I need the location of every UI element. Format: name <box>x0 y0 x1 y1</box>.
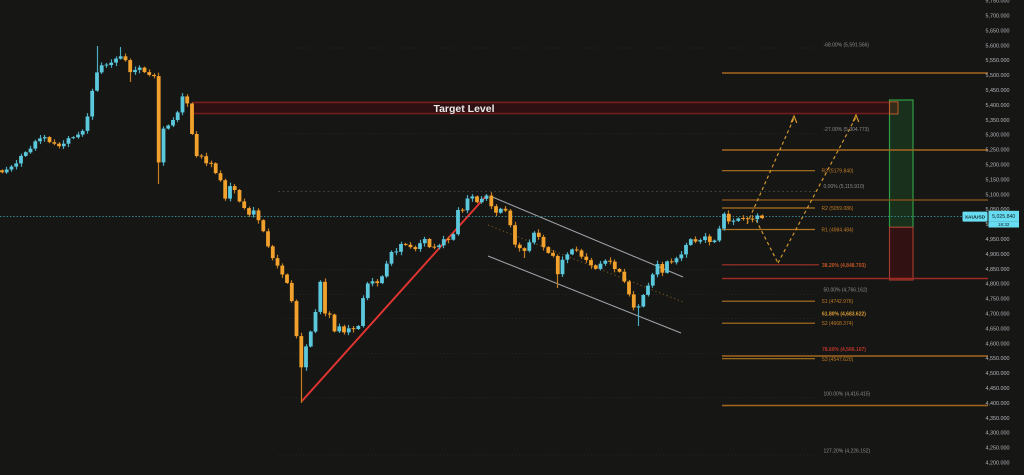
svg-text:4,450.000: 4,450.000 <box>986 386 1010 392</box>
svg-text:5,400.000: 5,400.000 <box>986 103 1010 109</box>
svg-text:XAUUSD: XAUUSD <box>965 214 986 220</box>
svg-text:5,100.000: 5,100.000 <box>986 192 1010 198</box>
svg-text:4,950.000: 4,950.000 <box>986 237 1010 243</box>
svg-text:5,025.840: 5,025.840 <box>992 214 1015 220</box>
svg-text:S3 (4547.620): S3 (4547.620) <box>822 357 854 363</box>
svg-text:5,500.000: 5,500.000 <box>986 73 1010 79</box>
svg-text:4,650.000: 4,650.000 <box>986 326 1010 332</box>
svg-text:S1 (4742.976): S1 (4742.976) <box>822 299 854 305</box>
svg-text:5,450.000: 5,450.000 <box>986 88 1010 94</box>
svg-text:S2 (4668.374): S2 (4668.374) <box>822 321 854 327</box>
svg-text:4,900.000: 4,900.000 <box>986 252 1010 258</box>
svg-text:4,700.000: 4,700.000 <box>986 312 1010 318</box>
svg-text:R3 (5179.840): R3 (5179.840) <box>822 169 854 175</box>
svg-text:5,250.000: 5,250.000 <box>986 148 1010 154</box>
svg-text:4,200.000: 4,200.000 <box>986 461 1010 467</box>
svg-text:4,550.000: 4,550.000 <box>986 356 1010 362</box>
svg-text:4,750.000: 4,750.000 <box>986 297 1010 303</box>
svg-text:61.80% (4,683.622): 61.80% (4,683.622) <box>822 311 866 317</box>
svg-text:4,600.000: 4,600.000 <box>986 341 1010 347</box>
svg-text:5,300.000: 5,300.000 <box>986 133 1010 139</box>
svg-text:-27.00% (5,304.773): -27.00% (5,304.773) <box>824 127 870 133</box>
svg-text:78.60% (4,566.107): 78.60% (4,566.107) <box>822 347 866 353</box>
svg-text:38.20% (4,848.703): 38.20% (4,848.703) <box>822 263 866 269</box>
svg-text:5,750.000: 5,750.000 <box>986 0 1010 5</box>
svg-text:5,050.000: 5,050.000 <box>986 207 1010 213</box>
svg-text:4,250.000: 4,250.000 <box>986 446 1010 452</box>
svg-text:5,700.000: 5,700.000 <box>986 14 1010 20</box>
svg-text:0.00% (5,115.910): 0.00% (5,115.910) <box>824 184 865 190</box>
svg-text:5,350.000: 5,350.000 <box>986 118 1010 124</box>
svg-text:-68.00% (5,591.566): -68.00% (5,591.566) <box>824 42 870 48</box>
svg-text:4,850.000: 4,850.000 <box>986 267 1010 273</box>
svg-text:R2 (5059.086): R2 (5059.086) <box>822 206 854 212</box>
svg-text:5,600.000: 5,600.000 <box>986 43 1010 49</box>
svg-text:50.00% (4,766.162): 50.00% (4,766.162) <box>824 288 868 294</box>
svg-text:4,300.000: 4,300.000 <box>986 431 1010 437</box>
svg-text:100.00% (4,416.415): 100.00% (4,416.415) <box>824 392 871 398</box>
svg-text:4,500.000: 4,500.000 <box>986 371 1010 377</box>
svg-text:5,650.000: 5,650.000 <box>986 28 1010 34</box>
svg-text:5,150.000: 5,150.000 <box>986 177 1010 183</box>
svg-text:127.20% (4,226.152): 127.20% (4,226.152) <box>824 448 871 454</box>
svg-text:R1 (4984.484): R1 (4984.484) <box>822 227 854 233</box>
svg-text:18:32: 18:32 <box>998 222 1010 227</box>
svg-text:Target Level: Target Level <box>433 103 494 115</box>
svg-text:5,200.000: 5,200.000 <box>986 163 1010 169</box>
svg-text:5,550.000: 5,550.000 <box>986 58 1010 64</box>
svg-text:4,400.000: 4,400.000 <box>986 401 1010 407</box>
svg-text:4,800.000: 4,800.000 <box>986 282 1010 288</box>
svg-text:4,350.000: 4,350.000 <box>986 416 1010 422</box>
